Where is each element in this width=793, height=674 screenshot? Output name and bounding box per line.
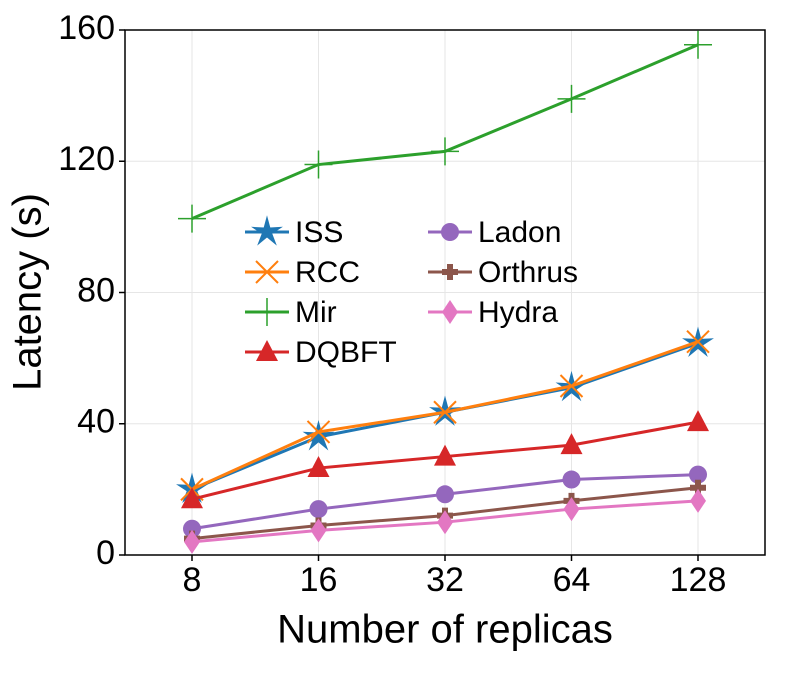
x-tick-label: 128 [670, 561, 727, 599]
x-tick-label: 8 [183, 561, 202, 599]
marker [686, 330, 710, 354]
marker [687, 410, 709, 432]
plot-frame [124, 29, 766, 556]
marker [310, 518, 327, 543]
marker [684, 30, 712, 59]
legend-label: RCC [295, 256, 360, 289]
marker [690, 488, 706, 513]
legend-label: DQBFT [295, 336, 397, 369]
legend-label: ISS [295, 216, 343, 249]
legend-label: Orthrus [478, 256, 578, 289]
marker [562, 470, 581, 489]
y-tick-label: 40 [77, 403, 115, 441]
marker [304, 150, 333, 179]
legend-marker [442, 264, 458, 280]
marker [184, 529, 200, 554]
marker [302, 420, 335, 451]
marker [559, 374, 584, 398]
legend-marker [251, 215, 283, 246]
legend-label: Mir [295, 296, 337, 329]
marker [307, 456, 330, 478]
y-tick-label: 160 [58, 9, 115, 47]
x-axis-label: Number of replicas [277, 608, 613, 652]
x-tick-label: 64 [553, 561, 591, 599]
legend-label: Hydra [478, 296, 558, 329]
marker [434, 444, 456, 466]
marker [436, 485, 454, 504]
marker [178, 204, 206, 233]
legend-marker [441, 223, 459, 241]
marker [306, 420, 331, 444]
marker [560, 433, 583, 455]
y-tick-label: 120 [58, 140, 115, 178]
marker [309, 500, 328, 519]
y-axis-label: Latency (s) [6, 193, 50, 391]
marker [689, 465, 707, 484]
marker [181, 487, 203, 509]
marker [183, 519, 201, 538]
legend-marker [253, 298, 281, 326]
marker [431, 137, 459, 166]
marker [563, 497, 580, 522]
legend-marker [442, 300, 458, 324]
marker [433, 400, 457, 424]
legend-marker [256, 340, 278, 361]
y-tick-label: 80 [77, 271, 115, 309]
marker [557, 84, 586, 113]
marker [437, 510, 453, 535]
x-tick-label: 32 [426, 561, 464, 599]
x-tick-label: 16 [300, 561, 338, 599]
legend-label: Ladon [478, 216, 561, 249]
y-tick-label: 0 [96, 534, 115, 572]
legend-marker [255, 260, 279, 284]
